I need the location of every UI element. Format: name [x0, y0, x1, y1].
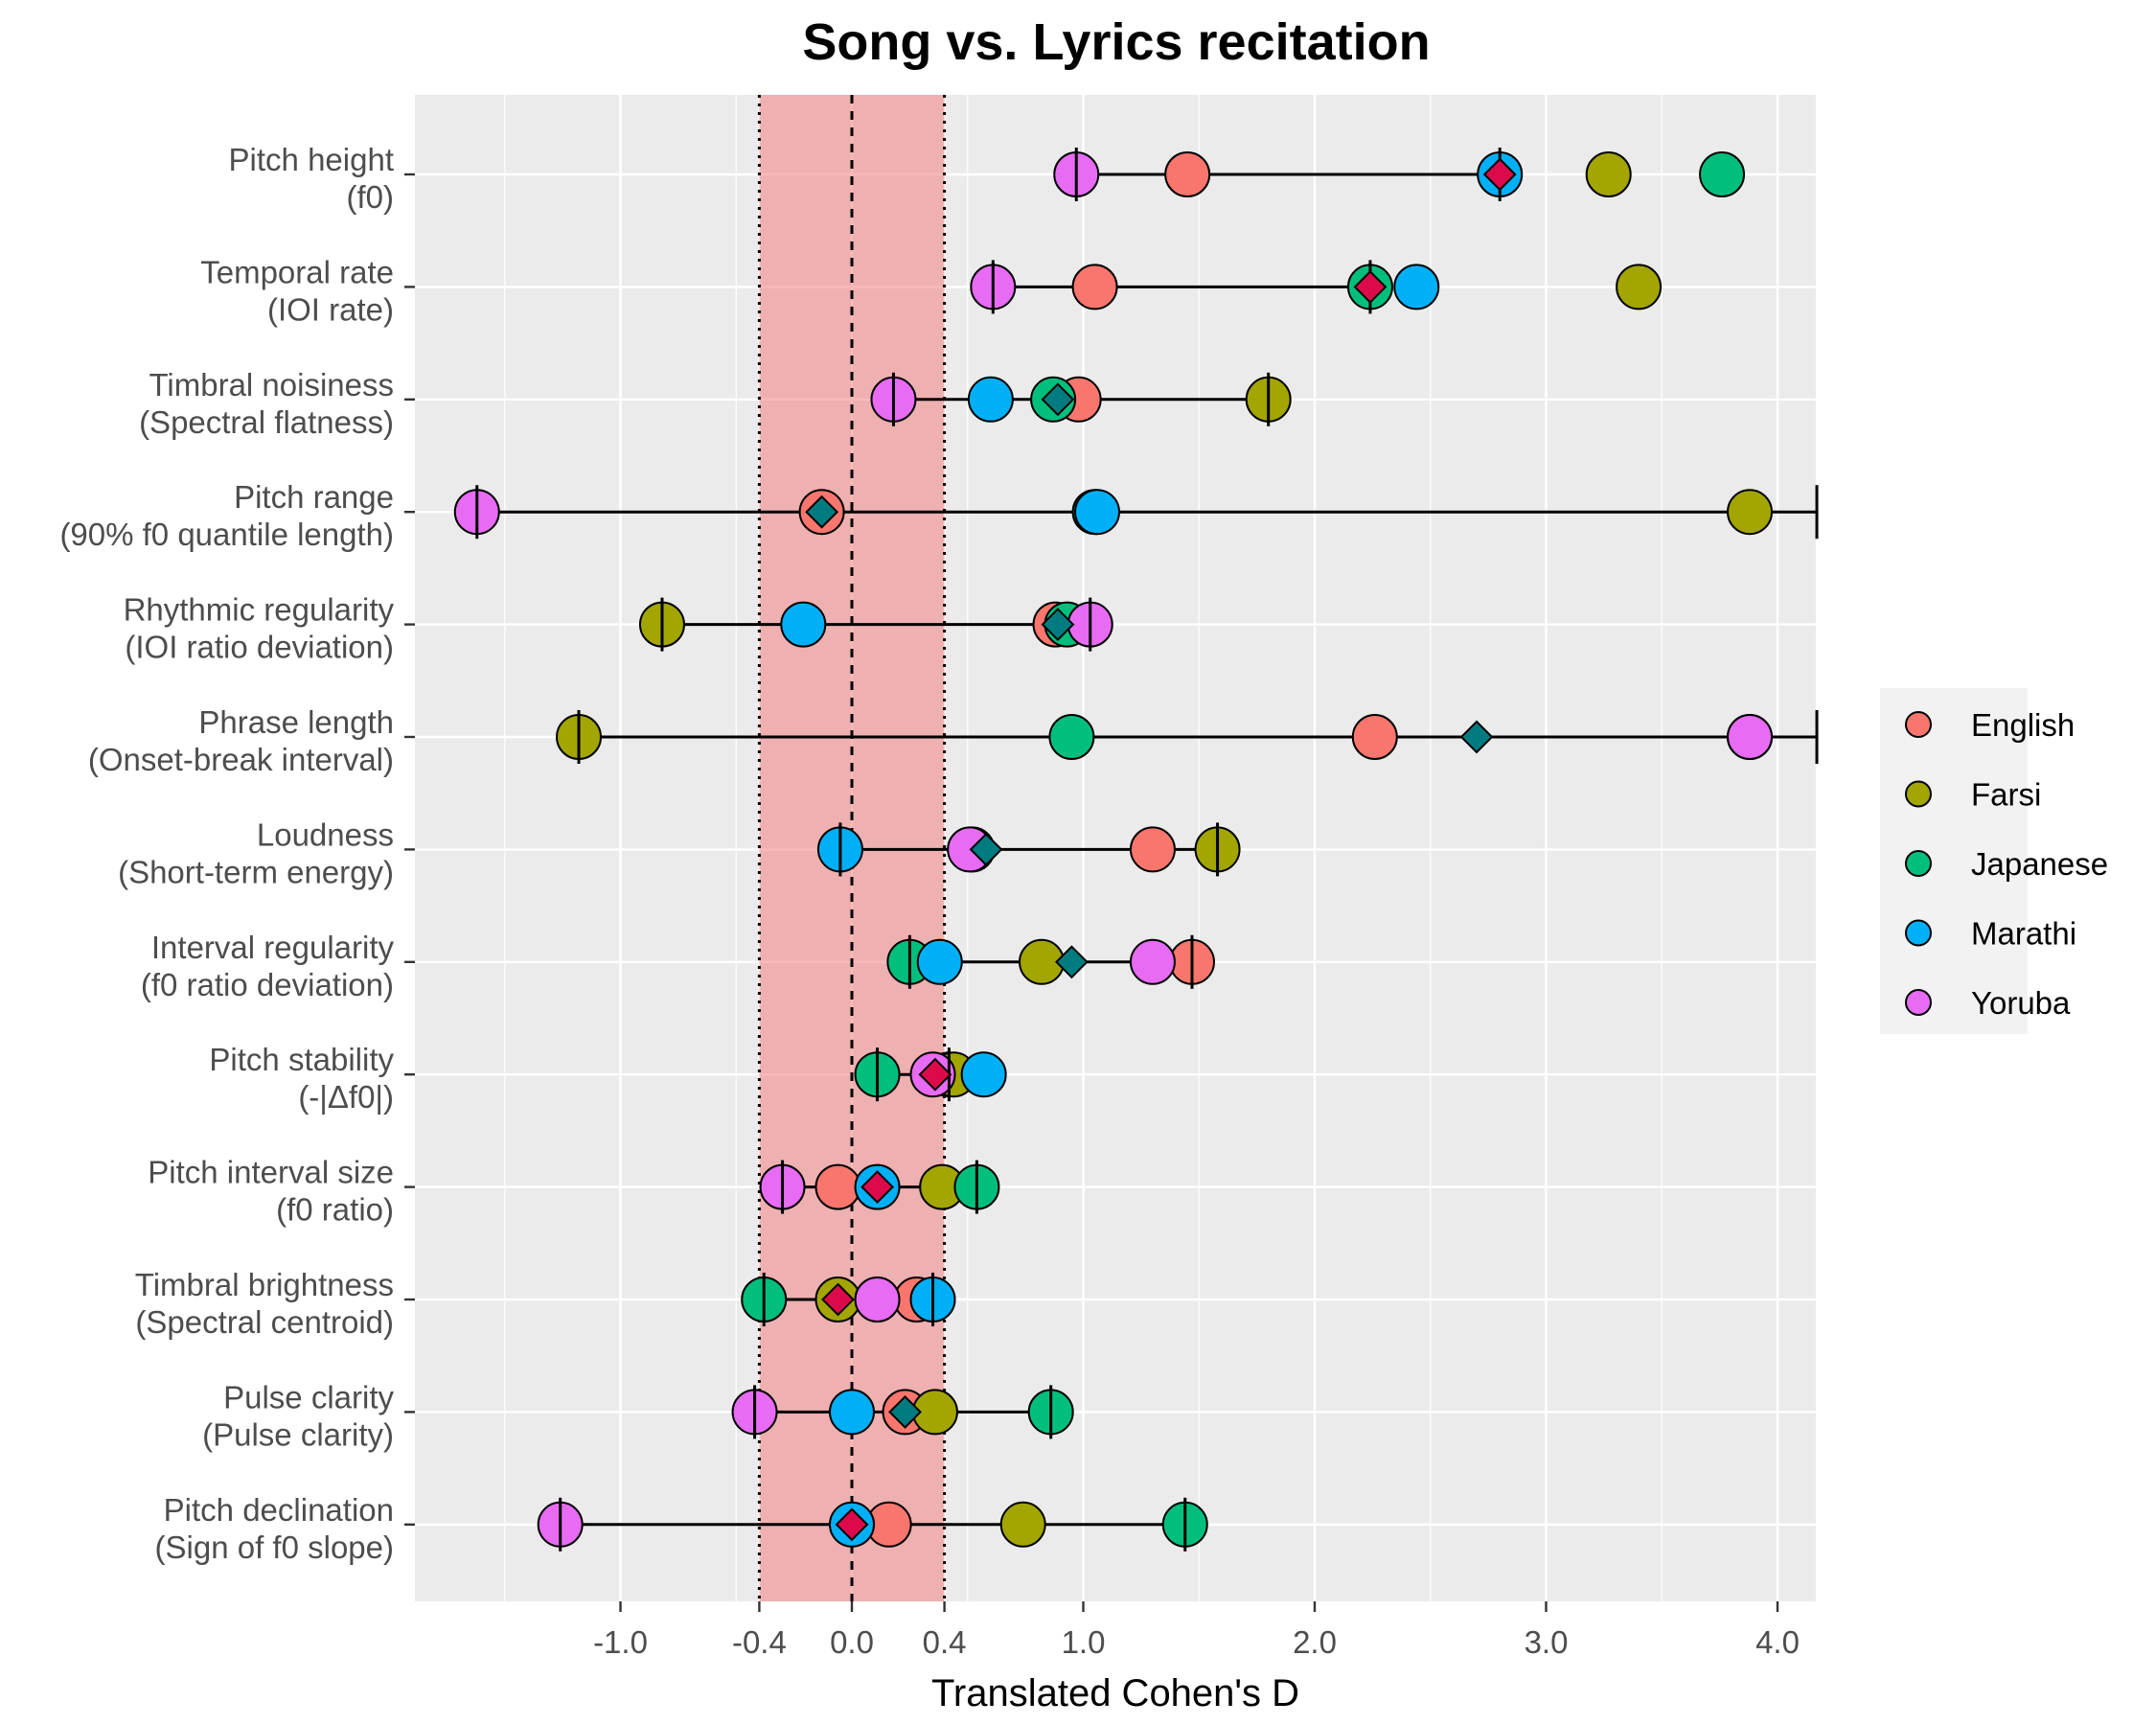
x-tick-label: 1.0 — [1062, 1624, 1106, 1660]
mean-marker — [918, 1057, 952, 1092]
data-point-farsi — [1616, 264, 1663, 310]
feature-row — [816, 822, 1241, 877]
data-point-marathi — [780, 601, 827, 648]
feature-row — [1053, 148, 1746, 201]
chart-title: Song vs. Lyrics recitation — [802, 13, 1430, 71]
feature-rows — [453, 148, 1819, 1552]
data-point-farsi — [999, 1501, 1046, 1548]
x-tick-label: 0.0 — [830, 1624, 874, 1660]
y-label-feature: Timbral brightness — [135, 1267, 394, 1302]
feature-row — [638, 597, 1113, 652]
y-label-feature: Pitch range — [234, 479, 394, 515]
y-label-measure: (IOI ratio deviation) — [125, 630, 394, 665]
y-label-measure: (Short-term energy) — [118, 854, 394, 889]
data-point-yoruba — [1727, 714, 1774, 760]
feature-row — [453, 485, 1819, 540]
legend-label-farsi: Farsi — [1971, 777, 2041, 813]
mean-marker — [1041, 608, 1075, 642]
data-point-english — [1129, 826, 1176, 873]
data-point-farsi — [1585, 151, 1632, 197]
feature-row — [886, 934, 1216, 989]
feature-row — [870, 372, 1292, 426]
legend-label-yoruba: Yoruba — [1971, 985, 2071, 1021]
data-point-japanese — [1699, 151, 1746, 197]
legend-label-english: English — [1971, 707, 2075, 743]
y-label-measure: (Pulse clarity) — [202, 1416, 394, 1452]
mean-marker — [888, 1394, 922, 1429]
mean-marker — [1482, 157, 1517, 192]
x-tick-label: -1.0 — [593, 1624, 648, 1660]
x-tick-label: 4.0 — [1755, 1624, 1800, 1660]
feature-row — [854, 1047, 1007, 1102]
legend-key-yoruba — [1905, 989, 1932, 1016]
mean-marker — [821, 1282, 855, 1317]
legend-key-english — [1905, 711, 1932, 738]
data-point-english — [1164, 151, 1211, 197]
y-label-measure: (Spectral flatness) — [139, 404, 394, 440]
legend-label-japanese: Japanese — [1971, 846, 2108, 882]
y-label-feature: Pitch stability — [209, 1042, 394, 1077]
legend-background — [1880, 688, 2028, 1034]
data-point-marathi — [916, 938, 963, 985]
data-point-yoruba — [854, 1276, 901, 1322]
data-point-english — [1071, 264, 1118, 310]
legend-key-marathi — [1905, 919, 1932, 947]
y-label-feature: Pitch declination — [164, 1492, 394, 1528]
mean-marker — [1459, 720, 1494, 754]
y-label-feature: Temporal rate — [200, 254, 394, 289]
data-point-marathi — [960, 1051, 1007, 1098]
mean-marker — [1353, 269, 1388, 304]
mean-marker — [1055, 945, 1089, 979]
y-axis-labels: Pitch height(f0) Temporal rate(IOI rate) T… — [59, 142, 415, 1565]
feature-row — [759, 1160, 1000, 1214]
legend-label-marathi: Marathi — [1971, 916, 2076, 952]
feature-row — [731, 1385, 1074, 1439]
legend: English Farsi Japanese Marathi Yoruba — [1880, 688, 2108, 1034]
y-label-measure: (f0) — [347, 179, 395, 215]
feature-row — [741, 1273, 956, 1326]
y-label-feature: Loudness — [257, 816, 394, 852]
data-point-farsi — [1727, 489, 1774, 536]
y-label-measure: (f0 ratio) — [276, 1192, 394, 1228]
x-tick-label: 3.0 — [1525, 1624, 1569, 1660]
x-tick-label: 0.4 — [923, 1624, 967, 1660]
y-label-feature: Phrase length — [198, 704, 394, 740]
legend-key-japanese — [1905, 850, 1932, 877]
y-label-measure: (f0 ratio deviation) — [141, 967, 394, 1002]
legend-key-farsi — [1905, 780, 1932, 808]
y-label-measure: (IOI rate) — [267, 291, 394, 327]
data-point-marathi — [829, 1389, 875, 1436]
y-label-measure: (90% f0 quantile length) — [59, 517, 394, 552]
x-axis-title: Translated Cohen's D — [931, 1672, 1299, 1714]
data-point-yoruba — [1129, 938, 1176, 985]
mean-marker — [969, 832, 1003, 866]
data-point-english — [1351, 714, 1398, 760]
mean-marker — [1041, 382, 1075, 417]
mean-marker — [860, 1170, 894, 1205]
data-point-english — [814, 1163, 861, 1210]
mean-marker — [805, 494, 839, 529]
data-point-japanese — [1048, 714, 1095, 760]
y-label-measure: (Sign of f0 slope) — [155, 1530, 394, 1565]
y-label-feature: Rhythmic regularity — [124, 592, 395, 628]
y-label-feature: Interval regularity — [151, 930, 395, 965]
x-axis: -1.0 -0.4 0.0 0.4 1.0 2.0 3.0 4.0 — [593, 1601, 1800, 1660]
feature-row — [537, 1497, 1208, 1552]
y-label-feature: Pitch height — [229, 142, 394, 177]
feature-row — [970, 260, 1663, 314]
y-label-measure: (Spectral centroid) — [135, 1304, 394, 1340]
y-label-feature: Pitch interval size — [148, 1155, 394, 1190]
data-point-marathi — [1393, 264, 1440, 310]
feature-row — [556, 710, 1819, 764]
y-label-measure: (-|Δf0|) — [298, 1079, 394, 1115]
x-tick-label: -0.4 — [732, 1624, 787, 1660]
data-point-marathi — [1073, 489, 1120, 536]
y-label-feature: Timbral noisiness — [149, 367, 394, 402]
y-label-feature: Pulse clarity — [223, 1379, 394, 1414]
y-label-measure: (Onset-break interval) — [88, 742, 394, 777]
x-tick-label: 2.0 — [1293, 1624, 1337, 1660]
data-point-marathi — [967, 376, 1014, 423]
mean-marker — [835, 1507, 869, 1542]
